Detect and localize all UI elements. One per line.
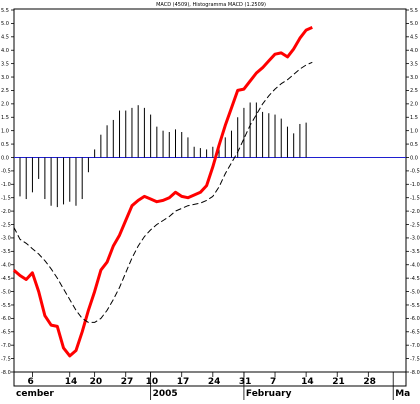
y-tick-label-left: -6.5 (1, 330, 11, 336)
y-tick-label-left: -7.0 (1, 343, 11, 349)
y-tick-label-left: -8.0 (1, 370, 11, 376)
y-tick-label-left: 5.5 (1, 8, 9, 14)
x-period-label: 2005 (153, 389, 178, 399)
y-tick-label-left: -5.0 (1, 289, 11, 295)
x-tick-label: 28 (363, 377, 376, 387)
y-tick-label-left: 2.0 (1, 102, 9, 108)
y-tick-label-right: 3.5 (410, 61, 418, 67)
y-tick-label-right: 5.0 (410, 21, 418, 27)
y-tick-label-right: -8.0 (410, 370, 420, 376)
y-tick-label-left: -4.5 (1, 276, 11, 282)
y-tick-label-left: -2.5 (1, 222, 11, 228)
y-tick-label-right: -3.5 (410, 249, 420, 255)
y-tick-label-right: -6.0 (410, 316, 420, 322)
x-tick-label: 14 (65, 377, 78, 387)
y-tick-label-right: 1.5 (410, 115, 418, 121)
y-tick-label-right: -7.0 (410, 343, 420, 349)
x-period-label: cember (16, 389, 54, 399)
y-tick-label-left: -3.5 (1, 249, 11, 255)
x-tick-label: 14 (301, 377, 314, 387)
x-tick-label: 10 (146, 377, 159, 387)
y-tick-label-right: -4.0 (410, 263, 420, 269)
y-tick-label-left: 2.5 (1, 88, 9, 94)
y-tick-label-right: 4.0 (410, 48, 418, 54)
y-tick-label-right: -7.5 (410, 356, 420, 362)
y-tick-label-right: 1.0 (410, 128, 418, 134)
signal-line (13, 61, 313, 323)
y-tick-label-left: 0.5 (1, 142, 9, 148)
y-tick-label-right: -1.5 (410, 196, 420, 202)
y-tick-label-left: -2.0 (1, 209, 11, 215)
y-tick-label-right: -3.0 (410, 236, 420, 242)
y-tick-label-right: 0.0 (410, 155, 418, 161)
y-tick-label-right: -6.5 (410, 330, 420, 336)
x-tick-label: 7 (270, 377, 276, 387)
y-tick-label-right: -5.0 (410, 289, 420, 295)
x-tick-label: 21 (332, 377, 345, 387)
y-tick-label-left: -5.5 (1, 303, 11, 309)
y-tick-label-left: -7.5 (1, 356, 11, 362)
x-tick-label: 6 (27, 377, 33, 387)
x-tick-label: 17 (177, 377, 190, 387)
y-tick-label-left: -1.5 (1, 196, 11, 202)
y-tick-label-left: -6.0 (1, 316, 11, 322)
y-tick-label-right: 0.5 (410, 142, 418, 148)
y-tick-label-right: 4.5 (410, 35, 418, 41)
y-tick-label-right: 2.0 (410, 102, 418, 108)
x-tick-label: 27 (121, 377, 134, 387)
y-tick-label-left: 0.0 (1, 155, 9, 161)
y-tick-label-right: 3.0 (410, 75, 418, 81)
y-tick-label-right: -2.0 (410, 209, 420, 215)
y-tick-label-left: 1.0 (1, 128, 9, 134)
y-tick-label-left: 1.5 (1, 115, 9, 121)
y-tick-label-left: 3.5 (1, 61, 9, 67)
y-tick-label-right: -5.5 (410, 303, 420, 309)
y-tick-label-left: -4.0 (1, 263, 11, 269)
y-tick-label-right: 2.5 (410, 88, 418, 94)
x-tick-label: 24 (208, 377, 221, 387)
y-tick-label-left: 5.0 (1, 21, 9, 27)
x-period-label: Ma (395, 389, 410, 399)
y-tick-label-right: -0.5 (410, 169, 420, 175)
y-tick-label-right: -2.5 (410, 222, 420, 228)
y-tick-label-left: -0.5 (1, 169, 11, 175)
y-tick-label-left: 4.5 (1, 35, 9, 41)
y-tick-label-left: 4.0 (1, 48, 9, 54)
x-tick-label: 20 (90, 377, 103, 387)
y-tick-label-right: 5.5 (410, 8, 418, 14)
y-tick-label-right: -4.5 (410, 276, 420, 282)
x-period-label: February (246, 389, 292, 399)
y-tick-label-right: -1.0 (410, 182, 420, 188)
plot-frame (13, 8, 407, 387)
y-tick-label-left: 3.0 (1, 75, 9, 81)
macd-line (12, 26, 313, 358)
x-tick-label: 31 (239, 377, 252, 387)
chart-title: MACD (4509), Histogramma MACD (1.2509) (156, 2, 266, 8)
y-tick-label-left: -1.0 (1, 182, 11, 188)
y-tick-label-left: -3.0 (1, 236, 11, 242)
